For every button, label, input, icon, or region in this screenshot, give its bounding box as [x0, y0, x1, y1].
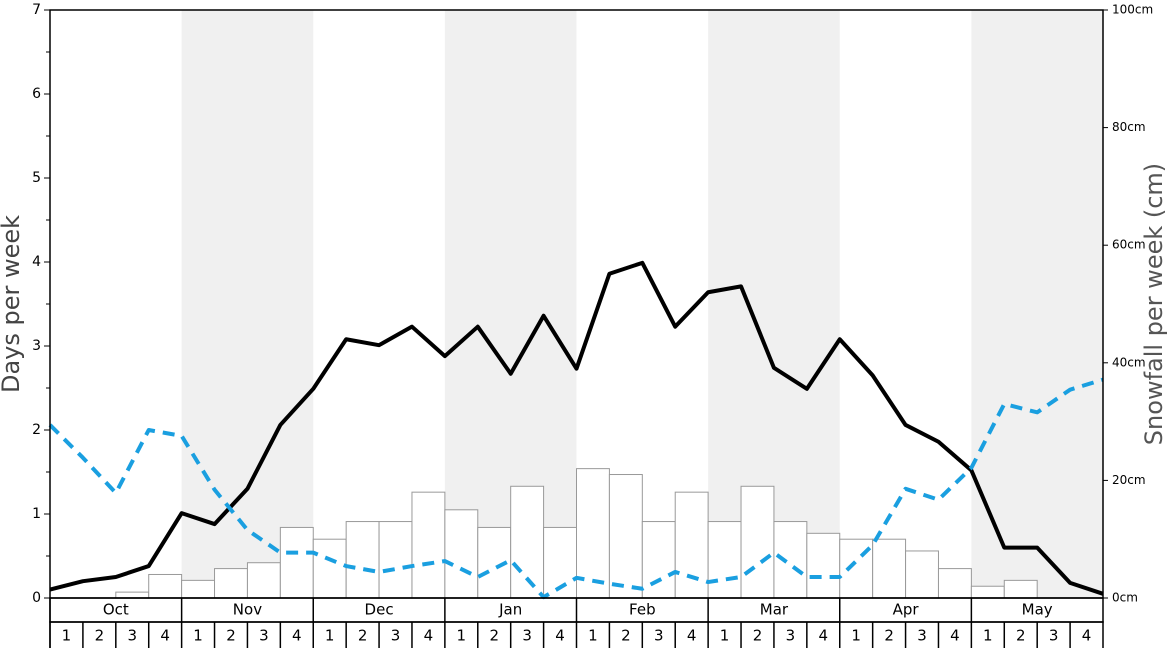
week-label: 1: [720, 627, 730, 645]
snowfall-bar: [279, 526, 314, 599]
snowfall-bar: [214, 568, 248, 599]
week-label: 1: [851, 627, 861, 645]
y2-tick-label: 100cm: [1112, 3, 1153, 17]
week-label: 3: [786, 627, 796, 645]
snowfall-bar: [148, 573, 183, 599]
month-label: Dec: [365, 601, 394, 619]
snowfall-bar: [1003, 579, 1038, 599]
y-axis-label: Days per week: [0, 215, 25, 393]
y-tick-label: 4: [32, 254, 41, 270]
week-label: 3: [391, 627, 401, 645]
y2-tick-label: 0cm: [1112, 591, 1138, 605]
month-label: Nov: [233, 601, 262, 619]
week-label: 2: [358, 627, 368, 645]
y2-tick-label: 80cm: [1112, 120, 1146, 134]
y-tick-label: 6: [32, 86, 41, 102]
week-label: 4: [424, 627, 434, 645]
snowfall-bar: [806, 532, 841, 599]
snowfall-bar: [937, 568, 972, 599]
snowfall-bar: [312, 538, 347, 599]
month-shade: [971, 10, 1103, 598]
y2-tick-label: 60cm: [1112, 238, 1146, 252]
snowfall-bar: [872, 538, 907, 599]
snowfall-bar: [576, 468, 610, 599]
snowfall-bar: [970, 585, 1005, 599]
snowfall-bar: [181, 579, 216, 599]
month-label: Feb: [629, 601, 656, 619]
month-label: Apr: [893, 601, 920, 619]
dashed-line: [48, 377, 1104, 600]
month-label: Mar: [760, 601, 789, 619]
snowfall-bar: [674, 491, 709, 599]
week-label: 4: [687, 627, 697, 645]
y-tick-label: 3: [32, 338, 41, 354]
y2-tick-label: 20cm: [1112, 473, 1146, 487]
y-tick-label: 0: [32, 590, 41, 606]
y-tick-label: 1: [32, 506, 41, 522]
week-label: 3: [522, 627, 532, 645]
snowfall-bar: [740, 485, 775, 599]
y-tick-label: 7: [32, 2, 41, 18]
week-label: 3: [654, 627, 664, 645]
snowfall-bar: [115, 591, 150, 599]
week-label: 4: [292, 627, 302, 645]
month-label: Oct: [103, 601, 129, 619]
snowfall-bar: [444, 509, 479, 599]
week-label: 1: [457, 627, 467, 645]
snowfall-bar: [773, 521, 808, 599]
week-label: 4: [160, 627, 170, 645]
week-label: 2: [753, 627, 763, 645]
week-label: 2: [95, 627, 105, 645]
week-label: 2: [226, 627, 236, 645]
snowfall-bar: [608, 474, 643, 599]
month-label: May: [1022, 601, 1053, 619]
week-label: 3: [259, 627, 269, 645]
month-label: Jan: [498, 601, 522, 619]
snowfall-bar: [411, 491, 446, 599]
week-label: 1: [325, 627, 335, 645]
y2-tick-label: 40cm: [1112, 355, 1146, 369]
snowfall-bar: [905, 550, 939, 599]
snowfall-bar: [246, 562, 281, 599]
week-label: 2: [621, 627, 631, 645]
week-label: 4: [819, 627, 829, 645]
snowfall-bar: [378, 521, 413, 599]
y-tick-label: 5: [32, 170, 41, 186]
y-tick-label: 2: [32, 422, 41, 438]
snowfall-bar: [641, 521, 676, 599]
week-label: 4: [1082, 627, 1092, 645]
month-shade: [181, 10, 314, 598]
week-label: 1: [62, 627, 72, 645]
week-label: 1: [983, 627, 993, 645]
week-label: 3: [127, 627, 137, 645]
week-label: 3: [1049, 627, 1059, 645]
solid-line: [49, 260, 1104, 596]
y2-axis-label: Snowfall per week (cm): [1140, 163, 1168, 445]
week-label: 2: [884, 627, 894, 645]
week-label: 2: [1016, 627, 1026, 645]
week-label: 3: [917, 627, 927, 645]
snowfall-bar: [707, 521, 742, 599]
week-label: 1: [588, 627, 598, 645]
week-label: 2: [489, 627, 499, 645]
week-label: 4: [555, 627, 565, 645]
snowfall-bar: [345, 521, 380, 599]
week-label: 4: [950, 627, 960, 645]
week-label: 1: [193, 627, 203, 645]
